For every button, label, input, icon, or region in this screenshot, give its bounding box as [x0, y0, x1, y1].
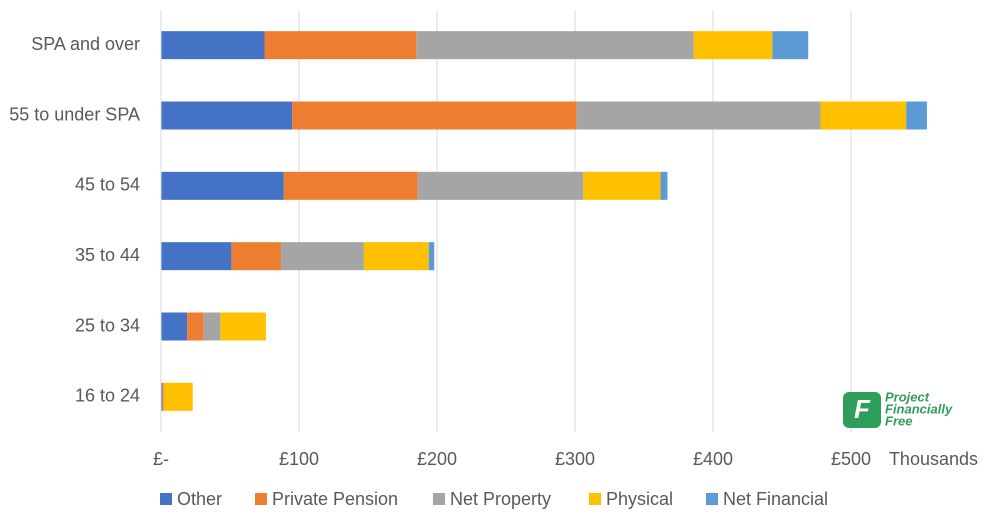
x-tick-label: £500: [831, 449, 871, 469]
y-tick-label: 45 to 54: [75, 175, 140, 195]
bar-segment: [772, 31, 809, 60]
x-unit-label: Thousands: [889, 449, 978, 469]
bar-segment: [820, 101, 907, 130]
logo-text: Free: [885, 413, 912, 428]
legend-label: Other: [177, 489, 222, 509]
y-tick-label: 55 to under SPA: [9, 104, 140, 124]
bar-segment: [231, 242, 282, 271]
y-tick-label: SPA and over: [31, 34, 140, 54]
bar-segment: [162, 382, 164, 411]
legend-swatch: [433, 493, 445, 505]
bar-segment: [161, 382, 163, 411]
logo-text: Financially: [885, 401, 953, 416]
legend-swatch: [589, 493, 601, 505]
bar-segment: [417, 171, 584, 200]
bar-segment: [660, 171, 668, 200]
legend-swatch: [255, 493, 267, 505]
bar-segment: [161, 242, 232, 271]
bar-segment: [161, 312, 188, 341]
bar-segment: [281, 242, 364, 271]
x-tick-label: £100: [279, 449, 319, 469]
bar-segment: [187, 312, 204, 341]
bar-segment: [363, 242, 429, 271]
x-tick-label: £300: [555, 449, 595, 469]
bar-segment: [203, 312, 221, 341]
bar-segment: [161, 31, 265, 60]
logo-icon: [843, 392, 881, 428]
bar-segment: [283, 171, 418, 200]
y-tick-label: 25 to 34: [75, 315, 140, 335]
logo-text: Project: [885, 389, 930, 404]
legend-label: Private Pension: [272, 489, 398, 509]
x-tick-label: £-: [153, 449, 169, 469]
x-tick-label: £400: [693, 449, 733, 469]
bar-segment: [220, 312, 266, 341]
bar-segment: [161, 101, 293, 130]
bar-segment: [428, 242, 435, 271]
y-tick-label: 35 to 44: [75, 245, 140, 265]
bar-segment: [693, 31, 773, 60]
legend-label: Net Financial: [723, 489, 828, 509]
logo-icon-letter: F: [854, 394, 871, 424]
bar-segment: [292, 101, 577, 130]
legend-label: Physical: [606, 489, 673, 509]
bar-segment: [264, 31, 417, 60]
legend-label: Net Property: [450, 489, 551, 509]
bar-segment: [163, 382, 193, 411]
bar-segment: [576, 101, 821, 130]
bar-segment: [906, 101, 927, 130]
y-tick-label: 16 to 24: [75, 386, 140, 406]
legend-swatch: [160, 493, 172, 505]
bar-segment: [161, 171, 284, 200]
bar-segment: [583, 171, 661, 200]
legend-swatch: [706, 493, 718, 505]
bar-segment: [416, 31, 694, 60]
x-tick-label: £200: [417, 449, 457, 469]
